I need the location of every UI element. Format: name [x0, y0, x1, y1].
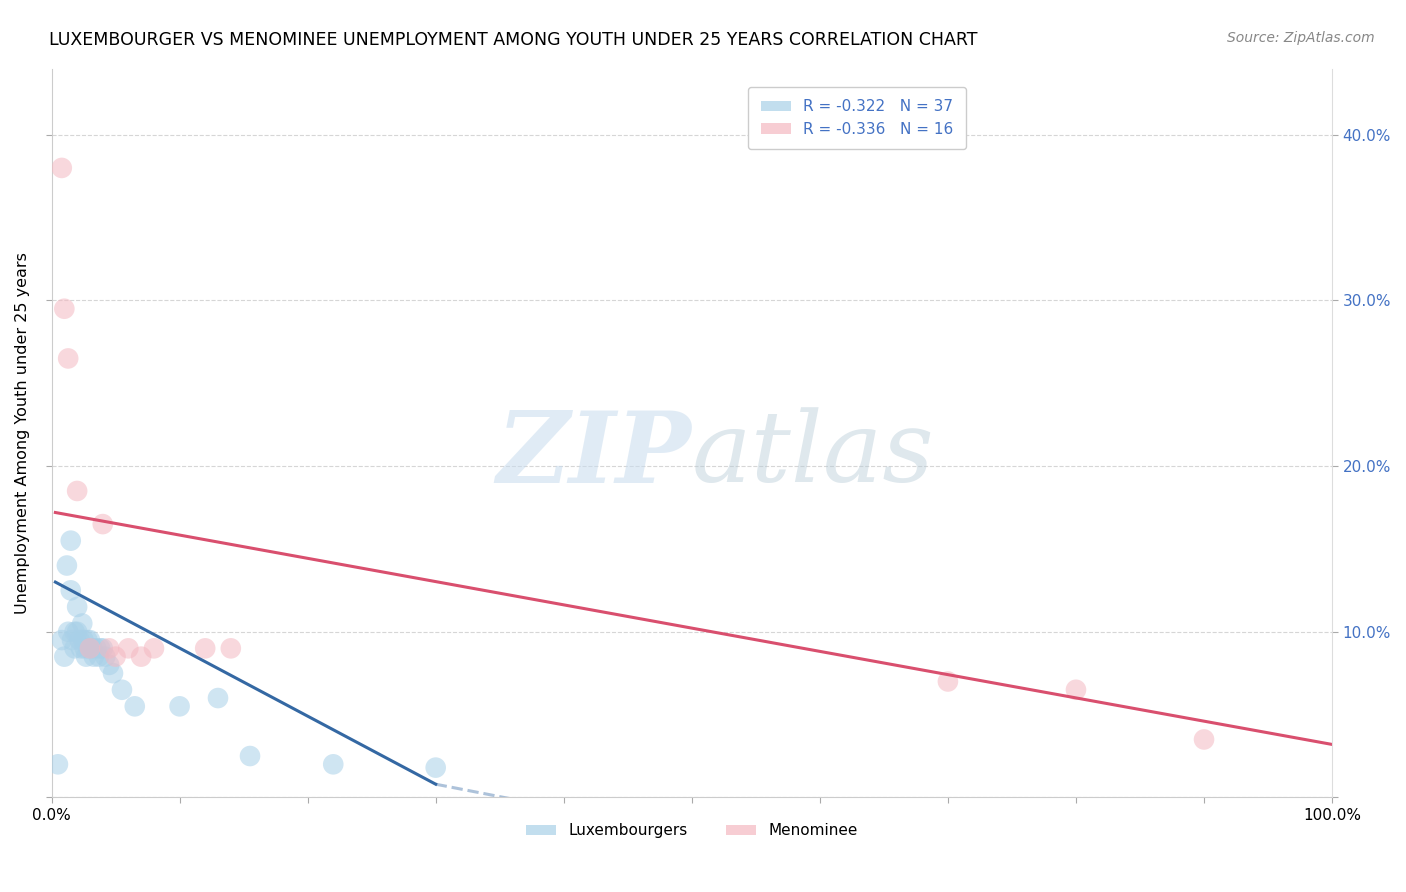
- Point: [98, 657, 121, 672]
- Point: [77, 641, 100, 656]
- Point: [239, 749, 262, 764]
- Text: Source: ZipAtlas.com: Source: ZipAtlas.com: [1227, 31, 1375, 45]
- Text: ZIP: ZIP: [496, 407, 692, 503]
- Point: [104, 649, 127, 664]
- Point: [1064, 682, 1087, 697]
- Point: [79, 633, 101, 648]
- Point: [72, 633, 94, 648]
- Point: [936, 674, 959, 689]
- Point: [124, 699, 146, 714]
- Point: [56, 558, 79, 573]
- Point: [94, 649, 117, 664]
- Point: [87, 649, 110, 664]
- Point: [82, 641, 104, 656]
- Point: [69, 633, 91, 648]
- Point: [86, 641, 108, 656]
- Point: [79, 641, 101, 656]
- Point: [66, 483, 89, 498]
- Point: [129, 649, 152, 664]
- Point: [91, 517, 114, 532]
- Point: [75, 649, 97, 664]
- Y-axis label: Unemployment Among Youth under 25 years: Unemployment Among Youth under 25 years: [15, 252, 30, 614]
- Point: [111, 682, 134, 697]
- Point: [76, 633, 98, 648]
- Legend: Luxembourgers, Menominee: Luxembourgers, Menominee: [519, 817, 865, 845]
- Point: [91, 641, 114, 656]
- Point: [63, 624, 86, 639]
- Point: [98, 641, 121, 656]
- Point: [59, 583, 82, 598]
- Text: atlas: atlas: [692, 408, 935, 502]
- Point: [73, 641, 96, 656]
- Point: [143, 641, 166, 656]
- Point: [89, 641, 111, 656]
- Point: [70, 641, 93, 656]
- Point: [101, 666, 124, 681]
- Point: [56, 351, 79, 366]
- Point: [322, 757, 344, 772]
- Point: [46, 757, 69, 772]
- Point: [83, 649, 105, 664]
- Point: [63, 641, 86, 656]
- Point: [219, 641, 242, 656]
- Point: [56, 624, 79, 639]
- Point: [53, 301, 76, 316]
- Point: [51, 161, 73, 175]
- Text: LUXEMBOURGER VS MENOMINEE UNEMPLOYMENT AMONG YOUTH UNDER 25 YEARS CORRELATION CH: LUXEMBOURGER VS MENOMINEE UNEMPLOYMENT A…: [49, 31, 977, 49]
- Point: [66, 599, 89, 614]
- Point: [425, 761, 447, 775]
- Point: [117, 641, 139, 656]
- Point: [66, 624, 89, 639]
- Point: [169, 699, 191, 714]
- Point: [53, 649, 76, 664]
- Point: [207, 691, 229, 706]
- Point: [1192, 732, 1215, 747]
- Point: [51, 633, 73, 648]
- Point: [194, 641, 217, 656]
- Point: [59, 533, 82, 548]
- Point: [72, 616, 94, 631]
- Point: [60, 633, 83, 648]
